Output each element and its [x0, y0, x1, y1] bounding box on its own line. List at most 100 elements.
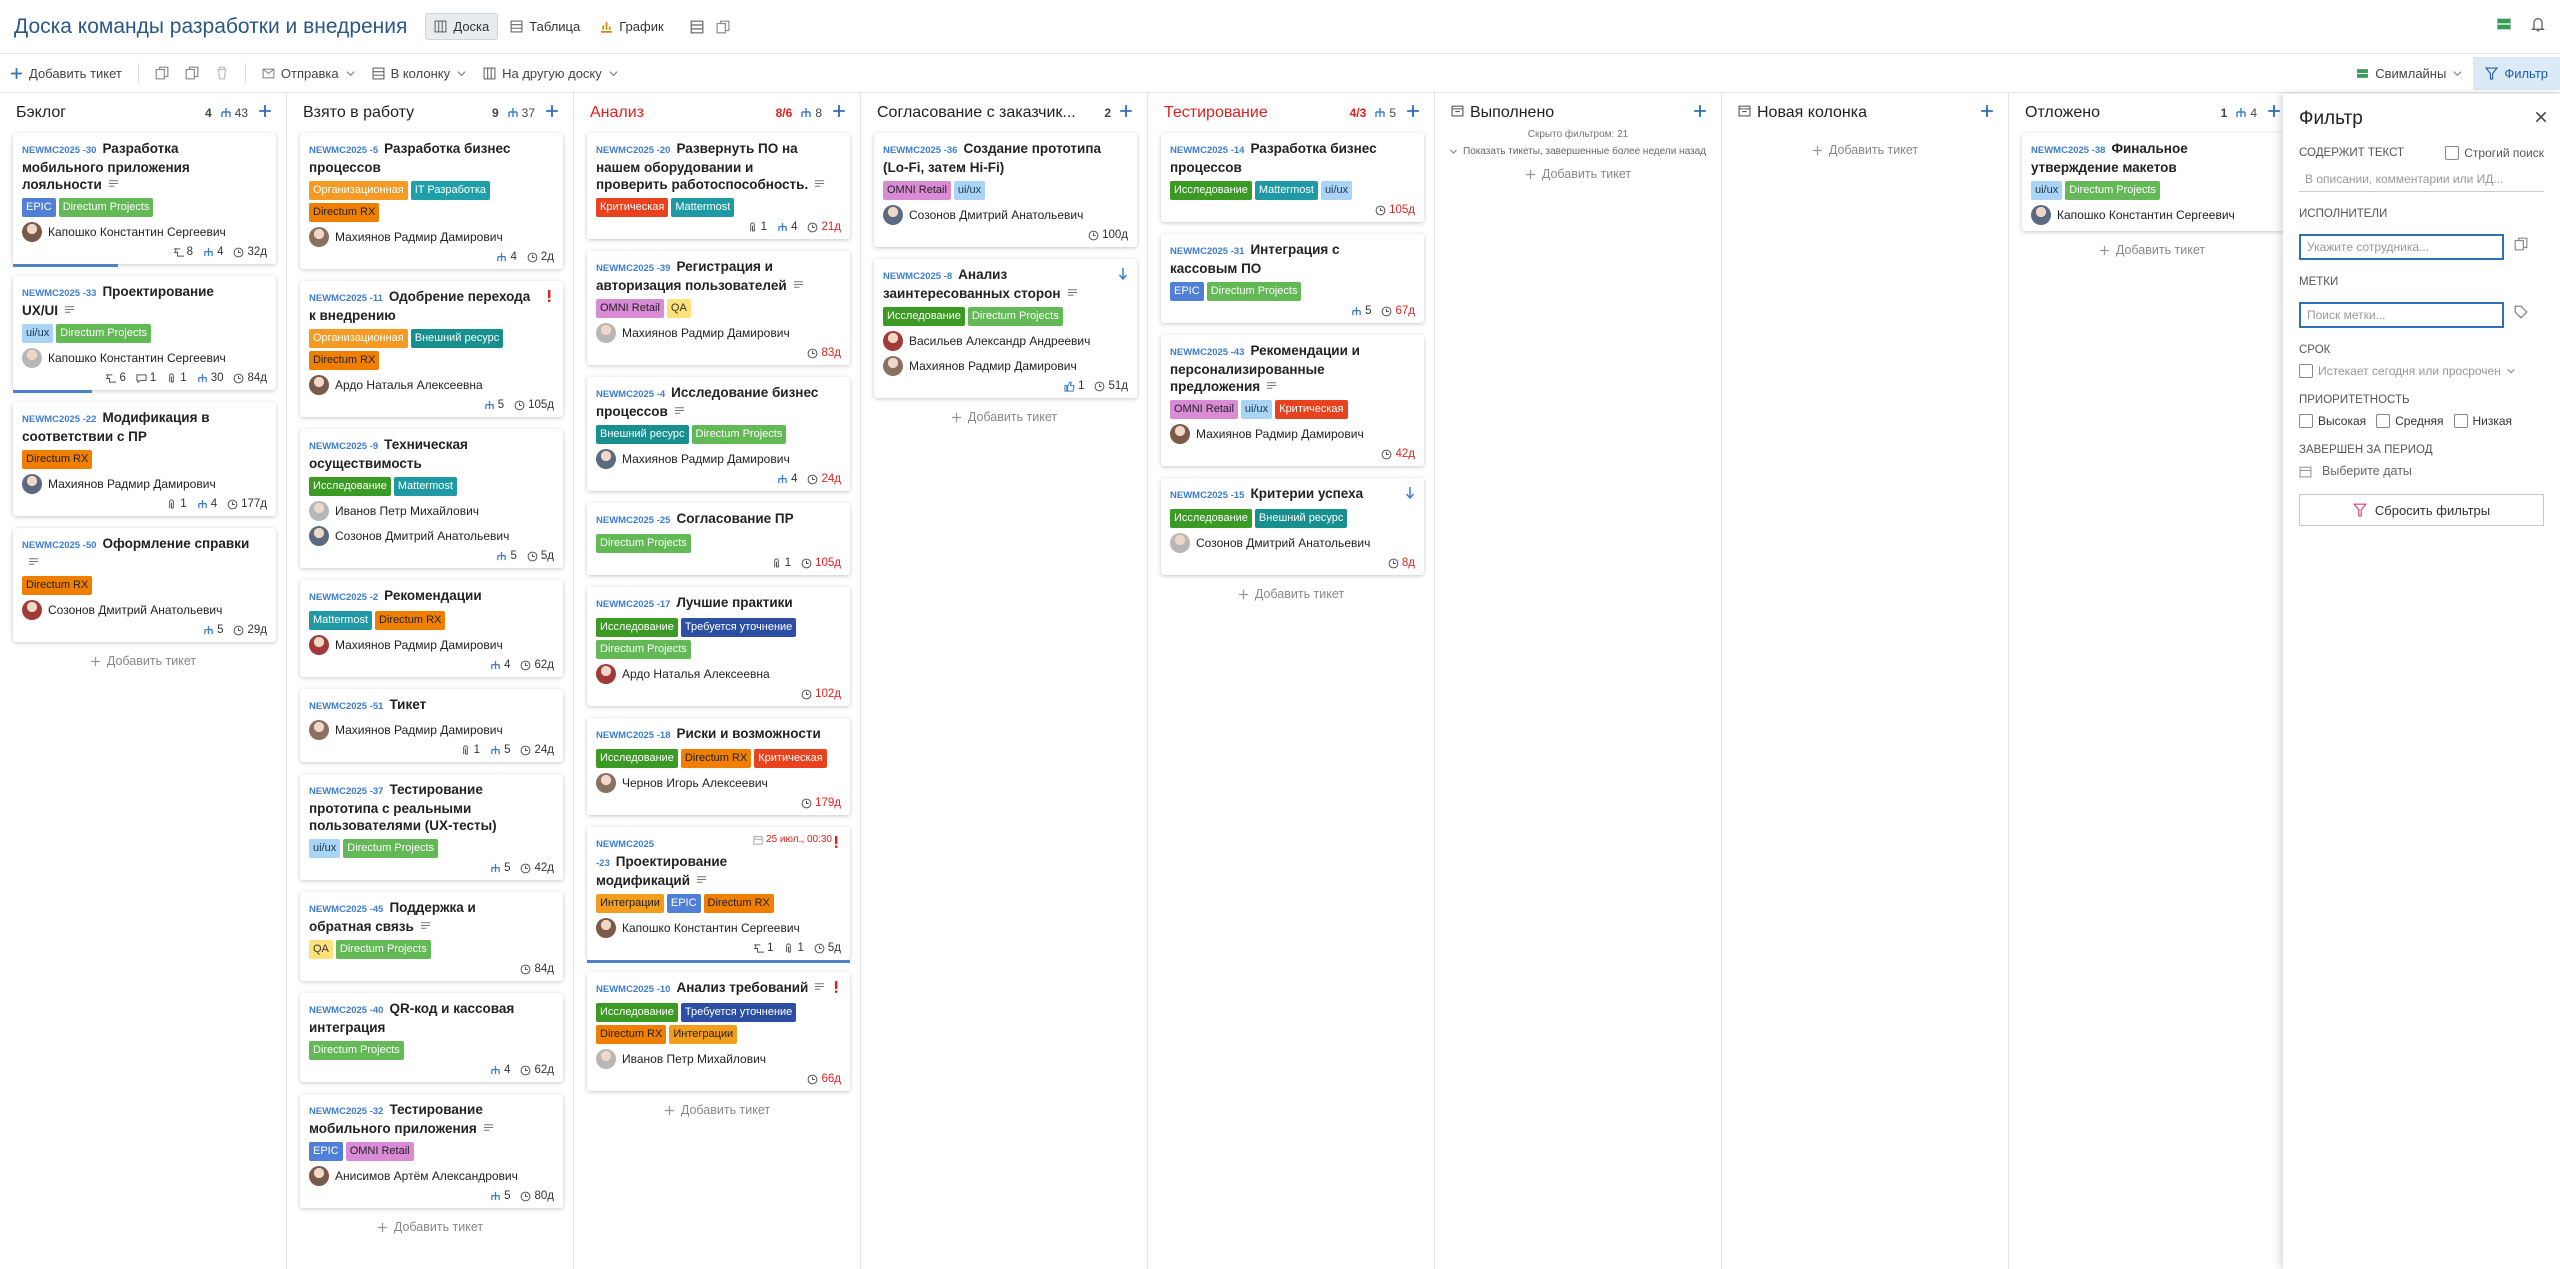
ticket-card[interactable]: NEWMC2025 -38 Финальное утверждение макет…	[2022, 133, 2285, 231]
ticket-card[interactable]: NEWMC2025 -4 Исследование бизнес процессо…	[587, 377, 850, 491]
ticket-card[interactable]: NEWMC2025 -14 Разработка бизнес процессов…	[1161, 133, 1424, 222]
toolbar-button[interactable]: Добавить тикет	[10, 66, 122, 81]
ticket-card[interactable]: NEWMC2025 -20 Развернуть ПО на нашем обор…	[587, 133, 850, 239]
filter-label-text: ИСПОЛНИТЕЛИ	[2299, 208, 2388, 220]
column-subtasks: 8	[800, 106, 822, 120]
icon-tree	[1352, 306, 1361, 315]
icon-part	[2518, 237, 2528, 249]
ticket-card[interactable]: NEWMC2025 -9 Техническая осуществимость Ис…	[300, 429, 563, 568]
column-add-button[interactable]	[258, 104, 272, 123]
ticket-card[interactable]: NEWMC2025 -33 Проектирование UX/UI ui/ux Di…	[13, 276, 276, 393]
view-tab[interactable]: График	[592, 13, 671, 40]
reset-button[interactable]: Сбросить фильтры	[2299, 494, 2544, 526]
column-add-button[interactable]	[1693, 104, 1707, 123]
ticket-card[interactable]: NEWMC2025 -11 Одобрение перехода к внедре…	[300, 281, 563, 417]
view-tab[interactable]: Таблица	[502, 13, 588, 40]
column-add-button[interactable]	[1406, 104, 1420, 123]
show-old[interactable]: Показать тикеты, завершенные более недел…	[1449, 146, 1707, 157]
checkbox-label: Низкая	[2472, 414, 2513, 428]
toolbar-button[interactable]: На другую доску	[483, 66, 619, 81]
ticket-card[interactable]: NEWMC2025 -50 Оформление справки Directum …	[13, 528, 276, 642]
toolbar-button[interactable]: Свимлайны	[2356, 66, 2463, 81]
toolbar-icon[interactable]	[155, 66, 169, 80]
ticket-card[interactable]: NEWMC2025 -32 Тестирование мобильного при…	[300, 1094, 563, 1208]
ticket-card[interactable]: NEWMC2025 -10 Анализ требований Исследован…	[587, 972, 850, 1091]
icon-board	[434, 20, 447, 33]
column-add-button[interactable]	[1119, 104, 1133, 123]
add-ticket[interactable]: Добавить тикет	[287, 1220, 573, 1234]
ticket-card[interactable]: NEWMC2025 -25 Согласование ПР Directum Pro…	[587, 503, 850, 575]
ticket-card[interactable]: NEWMC2025 -5 Разработка бизнес процессов О…	[300, 133, 563, 269]
icon-tag	[2514, 305, 2528, 319]
avatar	[596, 773, 616, 793]
ticket-card[interactable]: NEWMC2025 -17 Лучшие практики Исследование…	[587, 587, 850, 706]
column-add-button[interactable]	[2267, 104, 2281, 123]
stat: 24д	[520, 744, 554, 756]
assignee-name: Иванов Петр Михайлович	[335, 504, 480, 518]
add-ticket[interactable]: Добавить тикет	[1722, 143, 2008, 157]
checkbox[interactable]: Высокая	[2299, 414, 2366, 428]
stat-value: 5	[504, 1190, 511, 1202]
column-subtasks-value: 43	[234, 106, 248, 120]
column-count: 2	[1104, 106, 1111, 120]
stat-value: 83д	[821, 347, 841, 359]
tag: Directum RX	[309, 203, 380, 222]
add-ticket[interactable]: Добавить тикет	[861, 410, 1147, 424]
toolbar-icon[interactable]	[215, 66, 229, 80]
icon-part	[510, 20, 523, 33]
icon-part	[377, 1222, 387, 1232]
ticket-card[interactable]: NEWMC2025 -40 QR-код и кассовая интеграци…	[300, 993, 563, 1082]
assignee-name: Иванов Петр Михайлович	[622, 1052, 767, 1066]
ticket-card[interactable]: NEWMC2025 -37 Тестирование прототипа с ре…	[300, 774, 563, 880]
ticket-id: NEWMC2025 -23	[596, 839, 655, 869]
column-add-button[interactable]	[1980, 104, 1994, 123]
priority-flag	[1117, 267, 1129, 285]
column: Согласование с заказчик... 2 NEWMC2025 -36…	[861, 93, 1148, 1269]
ticket-card[interactable]: NEWMC2025 -36 Создание прототипа (Lo-Fi, …	[874, 133, 1137, 247]
text-input[interactable]: В описании, комментарии или ИД...	[2299, 166, 2544, 192]
icon-part	[204, 625, 213, 634]
ticket-card[interactable]: NEWMC2025 -2 Рекомендации Mattermost Direct…	[300, 580, 563, 677]
icon-high	[835, 836, 838, 848]
add-ticket[interactable]: Добавить тикет	[0, 654, 286, 668]
ticket-card[interactable]: NEWMC2025 -15 Критерии успеха Исследование…	[1161, 478, 1424, 575]
tag-input[interactable]: Поиск метки...	[2299, 302, 2504, 328]
ticket-card[interactable]: NEWMC2025 -45 Поддержка и обратная связь Q…	[300, 892, 563, 981]
column-add-button[interactable]	[832, 104, 846, 123]
stat: 4	[197, 498, 217, 510]
view-tab-label: Таблица	[529, 19, 581, 34]
ticket-title: Разработка бизнес процессов	[1170, 141, 1377, 175]
close-button[interactable]	[2534, 110, 2548, 127]
toolbar-button[interactable]: Фильтр	[2473, 56, 2560, 90]
checkbox[interactable]: Строгий поиск	[2445, 146, 2544, 160]
ticket-card[interactable]: NEWMC2025 -51 Тикет Махиянов Радмир Дамиро…	[300, 689, 563, 762]
ticket-card[interactable]: NEWMC2025 -43 Рекомендации и персонализир…	[1161, 335, 1424, 466]
icon-plus	[1694, 104, 1706, 117]
stat: 1	[783, 942, 804, 954]
ticket-card[interactable]: NEWMC2025 -8 Анализ заинтересованных стор…	[874, 259, 1137, 398]
ticket-card[interactable]: NEWMC2025 -39 Регистрация и авторизация п…	[587, 251, 850, 365]
checkbox[interactable]: Истекает сегодня или просрочен	[2299, 364, 2516, 378]
ticket-card[interactable]: NEWMC2025 -30 Разработка мобильного прило…	[13, 133, 276, 267]
period-row[interactable]: Выберите даты	[2299, 464, 2544, 478]
add-ticket[interactable]: Добавить тикет	[2009, 243, 2295, 257]
icon-clock	[1095, 381, 1105, 391]
toolbar-button[interactable]: Отправка	[262, 66, 356, 81]
toolbar-icon[interactable]	[185, 66, 199, 80]
assignee-input[interactable]: Укажите сотрудника...	[2299, 234, 2504, 260]
ticket-card[interactable]: NEWMC2025 -23 Проектирование модификаций 2…	[587, 827, 850, 963]
view-tab[interactable]: Доска	[425, 13, 499, 40]
checkbox[interactable]: Низкая	[2453, 414, 2513, 428]
ticket-card[interactable]: NEWMC2025 -22 Модификация в соответствии …	[13, 402, 276, 516]
checkbox[interactable]: Средняя	[2376, 414, 2444, 428]
add-ticket[interactable]: Добавить тикет	[574, 1103, 860, 1117]
ticket-card[interactable]: NEWMC2025 -18 Риски и возможности Исследов…	[587, 718, 850, 815]
icon-part	[1739, 108, 1750, 113]
add-ticket[interactable]: Добавить тикет	[1148, 587, 1434, 601]
ticket-id: NEWMC2025 -4	[596, 389, 666, 400]
ticket-card[interactable]: NEWMC2025 -31 Интеграция с кассовым ПО EPI…	[1161, 234, 1424, 323]
add-ticket[interactable]: Добавить тикет	[1435, 167, 1721, 181]
column-add-button[interactable]	[545, 104, 559, 123]
toolbar-button[interactable]: В колонку	[372, 66, 468, 81]
icon-part	[808, 474, 818, 484]
